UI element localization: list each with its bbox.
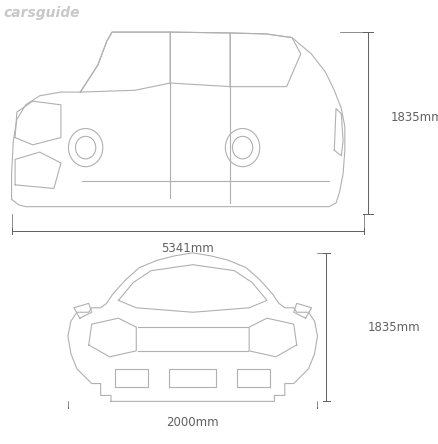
Text: carsguide: carsguide [4,6,80,20]
Text: 5341mm: 5341mm [162,242,214,255]
Text: 2000mm: 2000mm [166,416,219,429]
Text: 1835mm: 1835mm [367,321,420,334]
Text: 1835mm: 1835mm [391,111,438,124]
